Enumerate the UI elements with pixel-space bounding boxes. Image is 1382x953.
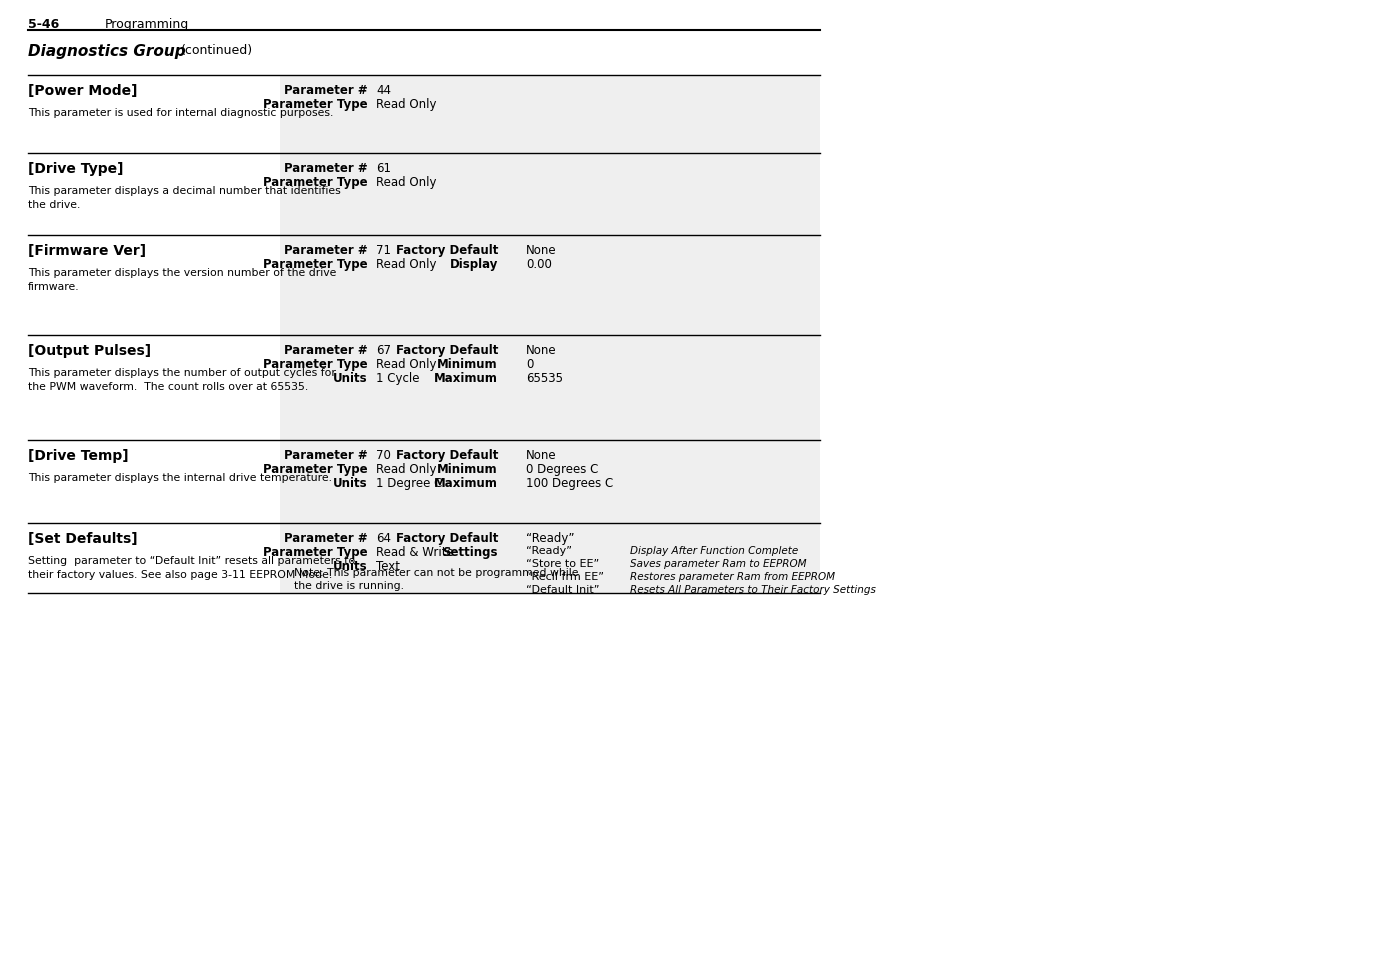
Bar [281,153,820,235]
Text: Factory Default: Factory Default [395,344,498,356]
Bar [281,335,820,440]
Text: 64: 64 [376,532,391,544]
Text: Parameter Type: Parameter Type [264,257,368,271]
Text: Factory Default: Factory Default [395,244,498,256]
Text: the drive.: the drive. [28,200,80,210]
Text: Restores parameter Ram from EEPROM: Restores parameter Ram from EEPROM [630,572,835,581]
Text: Display After Function Complete: Display After Function Complete [630,545,799,556]
Text: Read Only: Read Only [376,462,437,476]
Text: [Output Pulses]: [Output Pulses] [28,344,151,357]
Text: Parameter Type: Parameter Type [264,357,368,371]
Text: [Drive Type]: [Drive Type] [28,162,123,175]
Text: “Default Init”: “Default Init” [527,584,600,595]
Text: Parameter #: Parameter # [285,449,368,461]
Text: 1 Cycle: 1 Cycle [376,372,420,385]
Text: Parameter Type: Parameter Type [264,98,368,111]
Text: the drive is running.: the drive is running. [294,580,404,590]
Text: Units: Units [333,372,368,385]
Text: “Ready”: “Ready” [527,532,575,544]
Text: “Ready”: “Ready” [527,545,572,556]
Text: [Power Mode]: [Power Mode] [28,84,137,98]
Text: 5-46: 5-46 [28,18,59,30]
Text: Parameter #: Parameter # [285,532,368,544]
Text: This parameter displays a decimal number that identifies: This parameter displays a decimal number… [28,186,341,195]
Text: Display: Display [449,257,498,271]
Text: Units: Units [333,476,368,490]
Text: None: None [527,344,557,356]
Text: Settings: Settings [442,545,498,558]
Text: 100 Degrees C: 100 Degrees C [527,476,614,490]
Text: 0 Degrees C: 0 Degrees C [527,462,598,476]
Text: This parameter is used for internal diagnostic purposes.: This parameter is used for internal diag… [28,108,333,118]
Text: Read & Write: Read & Write [376,545,453,558]
Bar [281,76,820,153]
Text: Parameter #: Parameter # [285,244,368,256]
Text: Parameter Type: Parameter Type [264,175,368,189]
Text: Parameter Type: Parameter Type [264,462,368,476]
Text: This parameter displays the version number of the drive: This parameter displays the version numb… [28,268,336,277]
Text: 44: 44 [376,84,391,97]
Text: Maximum: Maximum [434,476,498,490]
Text: Resets All Parameters to Their Factory Settings: Resets All Parameters to Their Factory S… [630,584,876,595]
Text: their factory values. See also page 3-11 EEPROM Mode.: their factory values. See also page 3-11… [28,569,332,579]
Text: [Firmware Ver]: [Firmware Ver] [28,244,146,257]
Text: 70: 70 [376,449,391,461]
Text: Setting  parameter to “Default Init” resets all parameters to: Setting parameter to “Default Init” rese… [28,556,355,565]
Text: This parameter displays the internal drive temperature.: This parameter displays the internal dri… [28,473,332,482]
Text: 71: 71 [376,244,391,256]
Text: 0: 0 [527,357,533,371]
Text: Parameter #: Parameter # [285,162,368,174]
Text: Units: Units [333,559,368,573]
Text: Factory Default: Factory Default [395,532,498,544]
Text: Read Only: Read Only [376,257,437,271]
Bar [281,523,820,594]
Text: Parameter #: Parameter # [285,344,368,356]
Text: None: None [527,244,557,256]
Text: Read Only: Read Only [376,175,437,189]
Text: This parameter displays the number of output cycles for: This parameter displays the number of ou… [28,368,336,377]
Text: Factory Default: Factory Default [395,449,498,461]
Text: Parameter Type: Parameter Type [264,545,368,558]
Text: Parameter #: Parameter # [285,84,368,97]
Text: None: None [527,449,557,461]
Text: Read Only: Read Only [376,98,437,111]
Text: firmware.: firmware. [28,282,80,292]
Text: 67: 67 [376,344,391,356]
Bar [281,440,820,523]
Text: Maximum: Maximum [434,372,498,385]
Text: 1 Degree C: 1 Degree C [376,476,442,490]
Text: Text: Text [376,559,399,573]
Bar [281,235,820,335]
Text: Saves parameter Ram to EEPROM: Saves parameter Ram to EEPROM [630,558,807,568]
Text: [Drive Temp]: [Drive Temp] [28,449,129,462]
Text: (continued): (continued) [181,44,253,57]
Text: [Set Defaults]: [Set Defaults] [28,532,138,545]
Text: Note: This parameter can not be programmed while: Note: This parameter can not be programm… [294,567,579,578]
Text: “Recll frm EE”: “Recll frm EE” [527,572,604,581]
Text: 61: 61 [376,162,391,174]
Text: 0.00: 0.00 [527,257,551,271]
Text: 65535: 65535 [527,372,562,385]
Text: Read Only: Read Only [376,357,437,371]
Text: the PWM waveform.  The count rolls over at 65535.: the PWM waveform. The count rolls over a… [28,381,308,392]
Text: Programming: Programming [105,18,189,30]
Text: Minimum: Minimum [437,462,498,476]
Text: Diagnostics Group: Diagnostics Group [28,44,185,59]
Text: “Store to EE”: “Store to EE” [527,558,600,568]
Text: Minimum: Minimum [437,357,498,371]
